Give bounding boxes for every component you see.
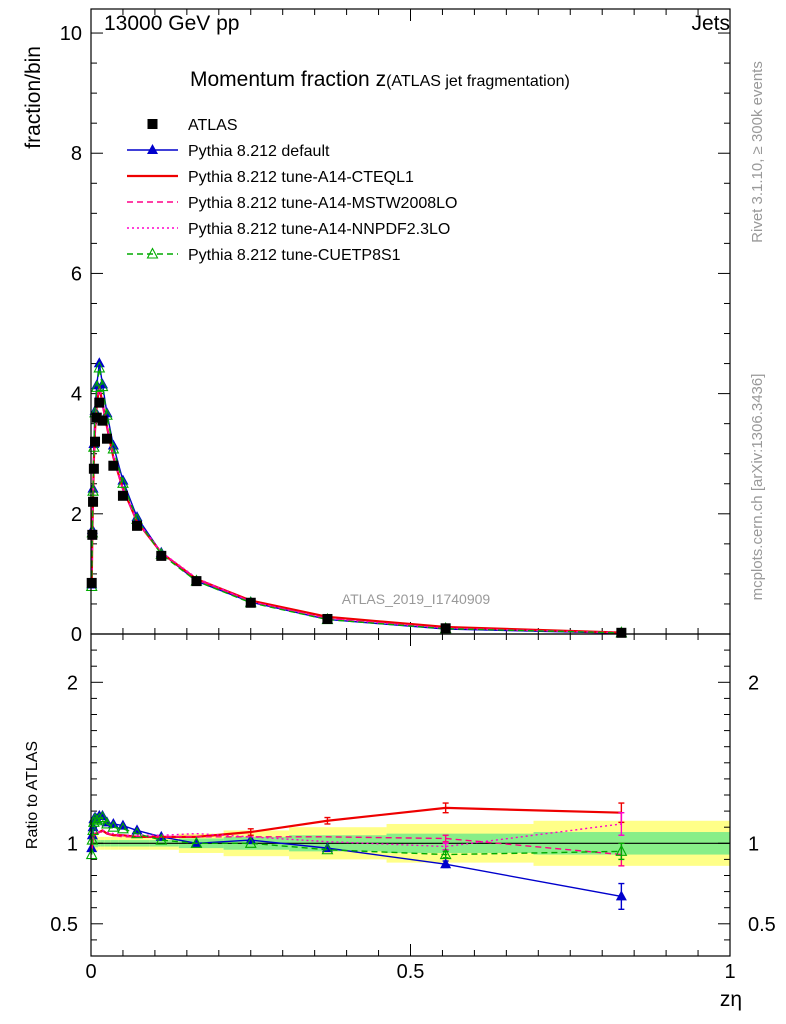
ratio-marker-4 [85,847,98,860]
ratio-y-tick-label: 0.5 [50,914,78,936]
data-point [108,460,119,471]
chart-title-sub: (ATLAS jet fragmentation) [386,73,570,90]
y-tick-label: 6 [71,263,82,285]
ratio-marker-4 [155,833,168,845]
main-marker-4 [107,442,120,454]
main-marker-4 [117,476,129,488]
main-frame [90,8,731,635]
ratio-marker-4 [101,817,113,829]
ratio-marker-4 [131,826,143,839]
y-tick-label: 4 [71,384,82,406]
ratio-marker-0 [440,858,452,869]
y-tick-label: 8 [71,143,82,165]
main-line-2 [91,386,622,634]
ratio-marker-0 [131,824,143,835]
ratio-marker-4 [107,820,120,832]
y-tick-label: 10 [60,23,82,45]
legend: ATLAS Pythia 8.212 default Pythia 8.212 tu… [127,117,457,264]
chart-title-main: Momentum fraction z [190,68,386,91]
ratio-marker-4 [90,814,103,826]
x-tick-label: 0 [85,961,96,983]
ratio-marker-4 [190,836,203,848]
ratio-marker-4 [615,844,628,856]
legend-marker-0 [147,144,158,154]
data-point [245,597,256,608]
ratio-line-4 [91,816,622,856]
data-point [440,623,451,634]
y-tick-label: 0 [71,624,82,646]
ratio-line-2 [91,831,622,856]
energy-label: 13000 GeV pp [104,12,239,35]
main-marker-4 [93,361,106,373]
data-point [117,490,128,501]
data-point [91,412,102,423]
y-axis-title: fraction/bin [22,46,45,149]
ratio-y-tick-label-right: 0.5 [748,914,776,936]
mcplots-label: mcplots.cern.ch [arXiv:1306.3436] [749,374,766,601]
ratio-series-layer [85,802,628,911]
ratio-marker-4 [93,812,106,824]
ratio-frame [90,633,731,957]
data-point [86,577,97,588]
data-point [87,529,98,540]
ratio-marker-0 [245,834,257,845]
category-label: Jets [691,12,730,35]
data-point [88,496,99,507]
legend-label-3: Pythia 8.212 tune-A14-NNPDF2.3LO [188,221,450,238]
legend-label-0: Pythia 8.212 default [188,143,330,160]
data-point [191,576,202,587]
rivet-label: Rivet 3.1.10, ≥ 300k events [749,61,766,243]
ratio-marker-0 [117,819,129,830]
legend-marker-4 [146,247,159,259]
ratio-y-axis-title: Ratio to ATLAS [24,741,41,849]
y-tick-label: 2 [71,504,82,526]
x-axis-title: zη [720,988,742,1011]
ratio-marker-4 [86,833,99,845]
ratio-y-tick-label-right: 1 [748,833,759,855]
x-tick-label: 1 [724,961,735,983]
data-point [101,433,112,444]
chart-title: Momentum fraction z(ATLAS jet fragmentat… [190,68,570,91]
ratio-marker-4 [117,822,129,834]
main-marker-4 [96,379,109,392]
legend-marker-data [147,119,158,129]
ratio-marker-4 [244,836,257,848]
legend-label-1: Pythia 8.212 tune-A14-CTEQL1 [188,169,414,186]
ratio-marker-0 [615,890,627,901]
analysis-id: ATLAS_2019_I1740909 [342,591,491,607]
main-line-4 [91,367,622,634]
legend-label-4: Pythia 8.212 tune-CUETP8S1 [188,247,401,264]
data-point [97,415,108,426]
data-point [156,550,167,561]
x-tick-label: 0.5 [397,961,425,983]
ratio-y-tick-label-right: 2 [748,672,759,694]
ratio-marker-4 [96,810,109,823]
ratio-marker-4 [439,847,452,860]
main-series-layer [85,357,628,638]
data-point [322,613,333,624]
ratio-y-tick-label: 1 [67,833,78,855]
legend-label-2: Pythia 8.212 tune-A14-MSTW2008LO [188,195,457,212]
ratio-marker-4 [321,843,334,855]
data-point [88,463,99,474]
data-point [94,397,105,408]
ratio-line-3 [91,823,622,850]
data-point [90,436,101,447]
ratio-y-tick-label: 2 [67,672,78,694]
ratio-marker-0 [190,837,202,848]
data-point [616,627,627,638]
data-point [132,520,143,531]
legend-label-data: ATLAS [188,117,238,134]
